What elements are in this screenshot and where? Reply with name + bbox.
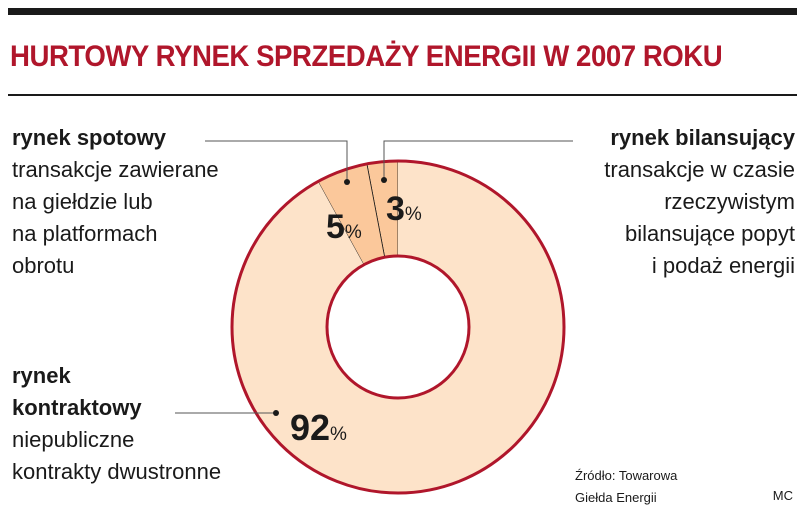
source-line: Giełda Energii <box>575 490 657 505</box>
source-note: Źródło: Towarowa Giełda Energii <box>575 465 677 509</box>
label-balancing-line: i podaż energii <box>651 253 795 278</box>
leader-lines <box>175 140 573 416</box>
title-rule <box>8 94 797 96</box>
label-contract: rynek kontraktowy niepubliczne kontrakty… <box>12 360 221 488</box>
donut-slice <box>232 160 564 493</box>
label-contract-heading: rynek <box>12 363 71 388</box>
leader-dot <box>273 410 279 416</box>
donut-hole <box>325 254 471 400</box>
label-balancing-line: rzeczywistym <box>664 189 795 214</box>
label-contract-line: kontrakty dwustronne <box>12 459 222 484</box>
value-unit: % <box>345 222 362 243</box>
label-spot-line: obrotu <box>12 253 75 278</box>
value-unit: % <box>330 424 347 445</box>
leader-line <box>205 140 348 182</box>
label-contract-heading: kontraktowy <box>12 395 142 420</box>
label-spot-line: na platformach <box>12 221 158 246</box>
label-balancing: rynek bilansujący transakcje w czasie rz… <box>604 122 795 282</box>
label-spot-line: na giełdzie lub <box>12 189 153 214</box>
source-line: Źródło: Towarowa <box>575 468 678 483</box>
value-label: 5% <box>326 208 362 246</box>
leader-dot <box>381 177 387 183</box>
donut-slices <box>232 160 564 493</box>
label-contract-line: niepubliczne <box>12 427 135 452</box>
chart-title: HURTOWY RYNEK SPRZEDAŻY ENERGII W 2007 R… <box>10 40 723 73</box>
label-balancing-line: transakcje w czasie <box>604 157 795 182</box>
value-unit: % <box>405 204 422 225</box>
label-balancing-heading: rynek bilansujący <box>610 125 795 150</box>
donut-outer-ring <box>230 159 566 495</box>
leader-line <box>383 140 573 180</box>
label-balancing-line: bilansujące popyt <box>624 221 795 246</box>
top-bar <box>8 8 797 15</box>
label-spot-line: transakcje zawierane <box>12 157 219 182</box>
label-spot: rynek spotowy transakcje zawierane na gi… <box>12 122 219 282</box>
leader-dot <box>344 179 350 185</box>
label-spot-heading: rynek spotowy <box>12 125 167 150</box>
author-credit: MC <box>772 488 793 503</box>
